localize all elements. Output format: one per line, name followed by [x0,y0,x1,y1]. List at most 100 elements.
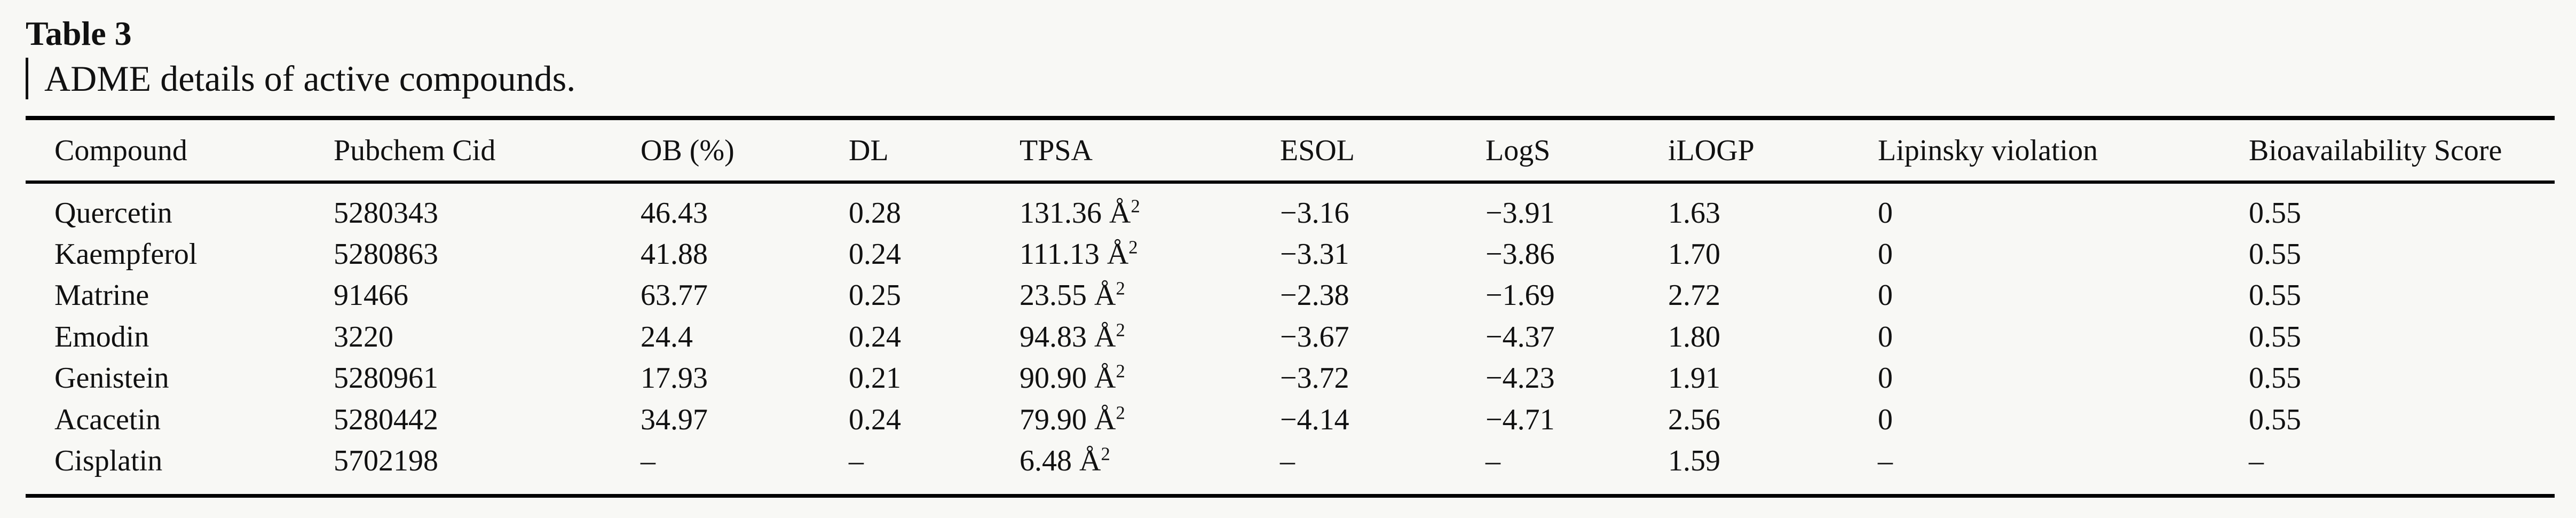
tpsa-exponent: 2 [1116,319,1125,341]
cell-compound: Matrine [54,279,149,312]
cell-logs: −3.86 [1485,238,1555,271]
tpsa-value: 90.90 Å [1020,362,1116,395]
cell-bioavailability: – [2249,444,2264,478]
cell-dl: 0.24 [849,238,901,271]
tpsa-value: 131.36 Å [1020,196,1131,230]
cell-bioavailability: 0.55 [2249,279,2301,312]
tpsa-exponent: 2 [1101,443,1110,465]
cell-compound: Quercetin [54,196,172,230]
cell-dl: – [849,444,864,478]
cell-ob: 41.88 [641,238,708,271]
table-row: Kaempferol 5280863 41.88 0.24 111.13 Å2 … [26,233,2555,274]
cell-pubchem-cid: 5280961 [334,362,438,395]
cell-esol: −3.67 [1280,320,1349,354]
column-header-bioavailability-score: Bioavailability Score [2249,134,2502,167]
column-header-ob: OB (%) [641,134,734,167]
cell-compound: Acacetin [54,403,161,436]
cell-ilogp: 1.80 [1668,320,1720,354]
cell-ob: 17.93 [641,362,708,395]
cell-pubchem-cid: 5280343 [334,196,438,230]
cell-ob: 24.4 [641,320,693,354]
column-header-logs: LogS [1485,134,1551,167]
tpsa-exponent: 2 [1116,278,1125,299]
cell-compound: Genistein [54,362,169,395]
cell-pubchem-cid: 5280863 [334,238,438,271]
table-header-row: Compound Pubchem Cid OB (%) DL TPSA ESOL… [26,121,2555,180]
cell-dl: 0.24 [849,403,901,436]
cell-logs: −4.37 [1485,320,1555,354]
column-header-esol: ESOL [1280,134,1355,167]
tpsa-value: 94.83 Å [1020,320,1116,354]
table-row: Matrine 91466 63.77 0.25 23.55 Å2 −2.38 … [26,275,2555,316]
tpsa-exponent: 2 [1128,237,1138,258]
cell-ilogp: 1.70 [1668,238,1720,271]
cell-lipinsky: 0 [1878,279,1893,312]
cell-pubchem-cid: 5280442 [334,403,438,436]
cell-bioavailability: 0.55 [2249,362,2301,395]
cell-logs: −1.69 [1485,279,1555,312]
cell-ilogp: 1.59 [1668,444,1720,478]
cell-dl: 0.21 [849,362,901,395]
table-label: Table 3 [26,14,132,52]
cell-pubchem-cid: 5702198 [334,444,438,478]
tpsa-value: 79.90 Å [1020,403,1116,436]
cell-tpsa: 90.90 Å2 [1020,361,1280,395]
table-row: Cisplatin 5702198 – – 6.48 Å2 – – 1.59 –… [26,440,2555,481]
cell-esol: – [1280,444,1295,478]
column-header-dl: DL [849,134,889,167]
cell-tpsa: 6.48 Å2 [1020,444,1280,478]
cell-esol: −3.72 [1280,362,1349,395]
cell-dl: 0.24 [849,320,901,354]
column-header-ilogp: iLOGP [1668,134,1755,167]
column-header-compound: Compound [54,134,187,167]
table-caption: ADME details of active compounds. [26,58,576,100]
cell-lipinsky: 0 [1878,238,1893,271]
cell-logs: −4.23 [1485,362,1555,395]
cell-esol: −4.14 [1280,403,1349,436]
cell-lipinsky: 0 [1878,320,1893,354]
cell-compound: Cisplatin [54,444,163,478]
tpsa-exponent: 2 [1116,402,1125,423]
cell-bioavailability: 0.55 [2249,320,2301,354]
table-row: Genistein 5280961 17.93 0.21 90.90 Å2 −3… [26,358,2555,399]
table-row: Acacetin 5280442 34.97 0.24 79.90 Å2 −4.… [26,399,2555,440]
cell-ob: 34.97 [641,403,708,436]
cell-pubchem-cid: 3220 [334,320,393,354]
column-header-pubchem-cid: Pubchem Cid [334,134,496,167]
column-header-tpsa: TPSA [1020,134,1093,167]
cell-tpsa: 79.90 Å2 [1020,403,1280,437]
cell-ob: 46.43 [641,196,708,230]
cell-esol: −3.31 [1280,238,1349,271]
table-row: Emodin 3220 24.4 0.24 94.83 Å2 −3.67 −4.… [26,316,2555,357]
tpsa-value: 23.55 Å [1020,279,1116,312]
column-header-lipinsky-violation: Lipinsky violation [1878,134,2098,167]
cell-tpsa: 94.83 Å2 [1020,320,1280,354]
table-row: Quercetin 5280343 46.43 0.28 131.36 Å2 −… [26,192,2555,233]
cell-ob: – [641,444,655,478]
cell-bioavailability: 0.55 [2249,238,2301,271]
cell-tpsa: 23.55 Å2 [1020,278,1280,312]
tpsa-exponent: 2 [1116,360,1125,382]
tpsa-value: 111.13 Å [1020,238,1129,271]
table-header-rule [26,180,2555,184]
cell-compound: Emodin [54,320,149,354]
cell-logs: −4.71 [1485,403,1555,436]
cell-lipinsky: 0 [1878,403,1893,436]
cell-ob: 63.77 [641,279,708,312]
cell-lipinsky: 0 [1878,362,1893,395]
tpsa-exponent: 2 [1131,195,1140,217]
cell-esol: −2.38 [1280,279,1349,312]
cell-esol: −3.16 [1280,196,1349,230]
table-bottom-rule [26,494,2555,498]
cell-bioavailability: 0.55 [2249,196,2301,230]
table-top-rule [26,116,2555,120]
cell-tpsa: 131.36 Å2 [1020,196,1280,230]
table-caption-text: ADME details of active compounds. [44,58,576,99]
cell-logs: – [1485,444,1500,478]
cell-compound: Kaempferol [54,238,197,271]
cell-lipinsky: 0 [1878,196,1893,230]
cell-ilogp: 2.56 [1668,403,1720,436]
cell-logs: −3.91 [1485,196,1555,230]
cell-ilogp: 2.72 [1668,279,1720,312]
cell-dl: 0.28 [849,196,901,230]
